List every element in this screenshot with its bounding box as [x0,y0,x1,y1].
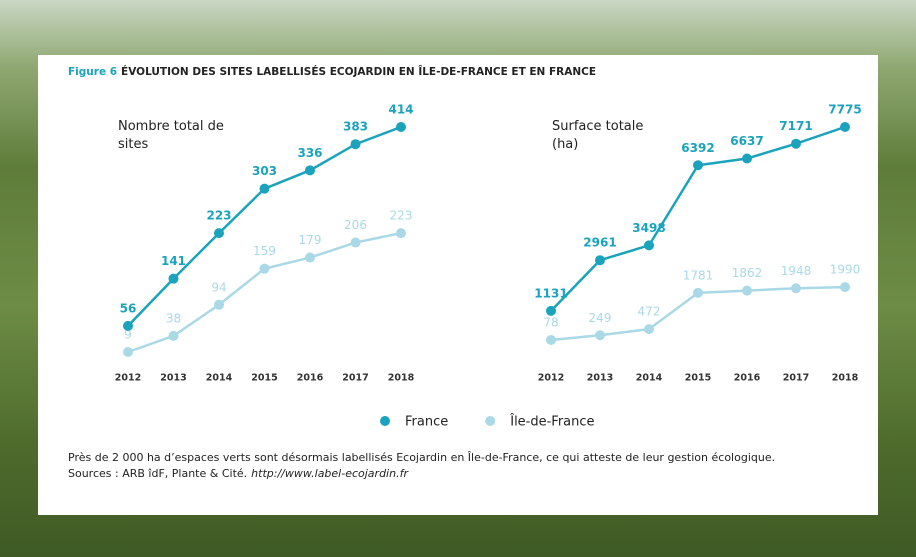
legend-marker [485,416,496,426]
data-label: 7171 [779,119,812,133]
legend-label: Île-de-France [509,414,594,430]
data-point [396,122,406,132]
data-label: 472 [638,305,661,319]
data-point [791,283,801,294]
data-label: 179 [299,233,322,247]
figure-title: Figure 6 ÉVOLUTION DES SITES LABELLISÉS E… [68,66,596,78]
data-label: 78 [543,316,558,330]
data-point [123,320,133,331]
data-point [644,324,654,335]
x-tick-label: 2015 [251,373,277,384]
data-label: 249 [589,311,612,325]
data-label: 141 [161,254,186,268]
data-label: 3498 [632,221,665,235]
sources-url: http://www.label-ecojardin.fr [251,467,408,480]
data-point [168,330,179,341]
sources-text: Sources : ARB îdF, Plante & Cité. [68,467,248,480]
data-point [595,255,605,266]
data-point [123,347,133,357]
data-point [840,122,850,132]
figure-label: Figure 6 [68,66,118,78]
data-point [644,240,654,251]
data-point [214,299,224,310]
data-label: 9 [124,328,132,342]
data-point [305,252,315,263]
data-point [259,263,270,274]
data-label: 414 [388,103,413,117]
data-point [840,282,850,293]
data-point [168,273,179,284]
data-label: 223 [206,209,231,223]
data-point [693,287,703,298]
data-label: 1990 [830,263,861,277]
data-label: 383 [343,120,368,134]
data-point [305,165,315,176]
x-tick-label: 2013 [587,373,613,384]
data-point [214,228,224,239]
data-label: 94 [211,280,226,294]
x-tick-label: 2012 [538,373,564,384]
y-axis-label: Surface totale (ha) [552,119,644,152]
data-point [350,237,361,248]
x-tick-label: 2016 [297,373,324,384]
data-point [742,153,752,164]
data-label: 303 [252,164,277,178]
data-label: 1862 [732,266,763,280]
data-point [396,228,406,239]
x-tick-label: 2018 [832,373,859,384]
data-label: 2961 [583,236,616,250]
data-label: 223 [390,209,413,223]
data-label: 38 [166,311,181,325]
x-tick-label: 2013 [160,373,186,384]
data-point [546,335,556,345]
data-point [742,285,752,296]
x-tick-label: 2018 [388,373,415,384]
data-label: 6392 [681,141,714,155]
data-point [693,160,703,171]
data-point [259,183,270,194]
data-label: 159 [253,244,276,258]
legend-label: France [405,415,448,430]
data-point [350,139,361,150]
caption: Près de 2 000 ha d’espaces verts sont dé… [68,451,776,464]
legend-marker [380,416,390,426]
x-tick-label: 2014 [206,373,233,384]
figure-card [38,55,878,515]
data-label: 336 [297,146,322,160]
x-tick-label: 2017 [783,373,809,384]
x-tick-label: 2012 [115,373,141,384]
data-label: 1948 [781,264,812,278]
data-label: 6637 [730,134,763,148]
data-label: 56 [120,301,137,315]
data-point [595,330,605,341]
figure-heading: ÉVOLUTION DES SITES LABELLISÉS ECOJARDIN… [121,66,597,78]
x-tick-label: 2017 [342,373,368,384]
x-tick-label: 2014 [636,373,663,384]
data-label: 1131 [534,286,567,300]
data-point [546,305,556,316]
data-label: 1781 [683,268,714,282]
sources: Sources : ARB îdF, Plante & Cité. http://… [68,467,408,480]
y-axis-label: Nombre total de sites [118,119,224,152]
data-label: 206 [344,218,367,232]
data-label: 7775 [828,103,861,117]
x-tick-label: 2016 [734,373,761,384]
data-point [791,138,801,149]
x-tick-label: 2015 [685,373,711,384]
